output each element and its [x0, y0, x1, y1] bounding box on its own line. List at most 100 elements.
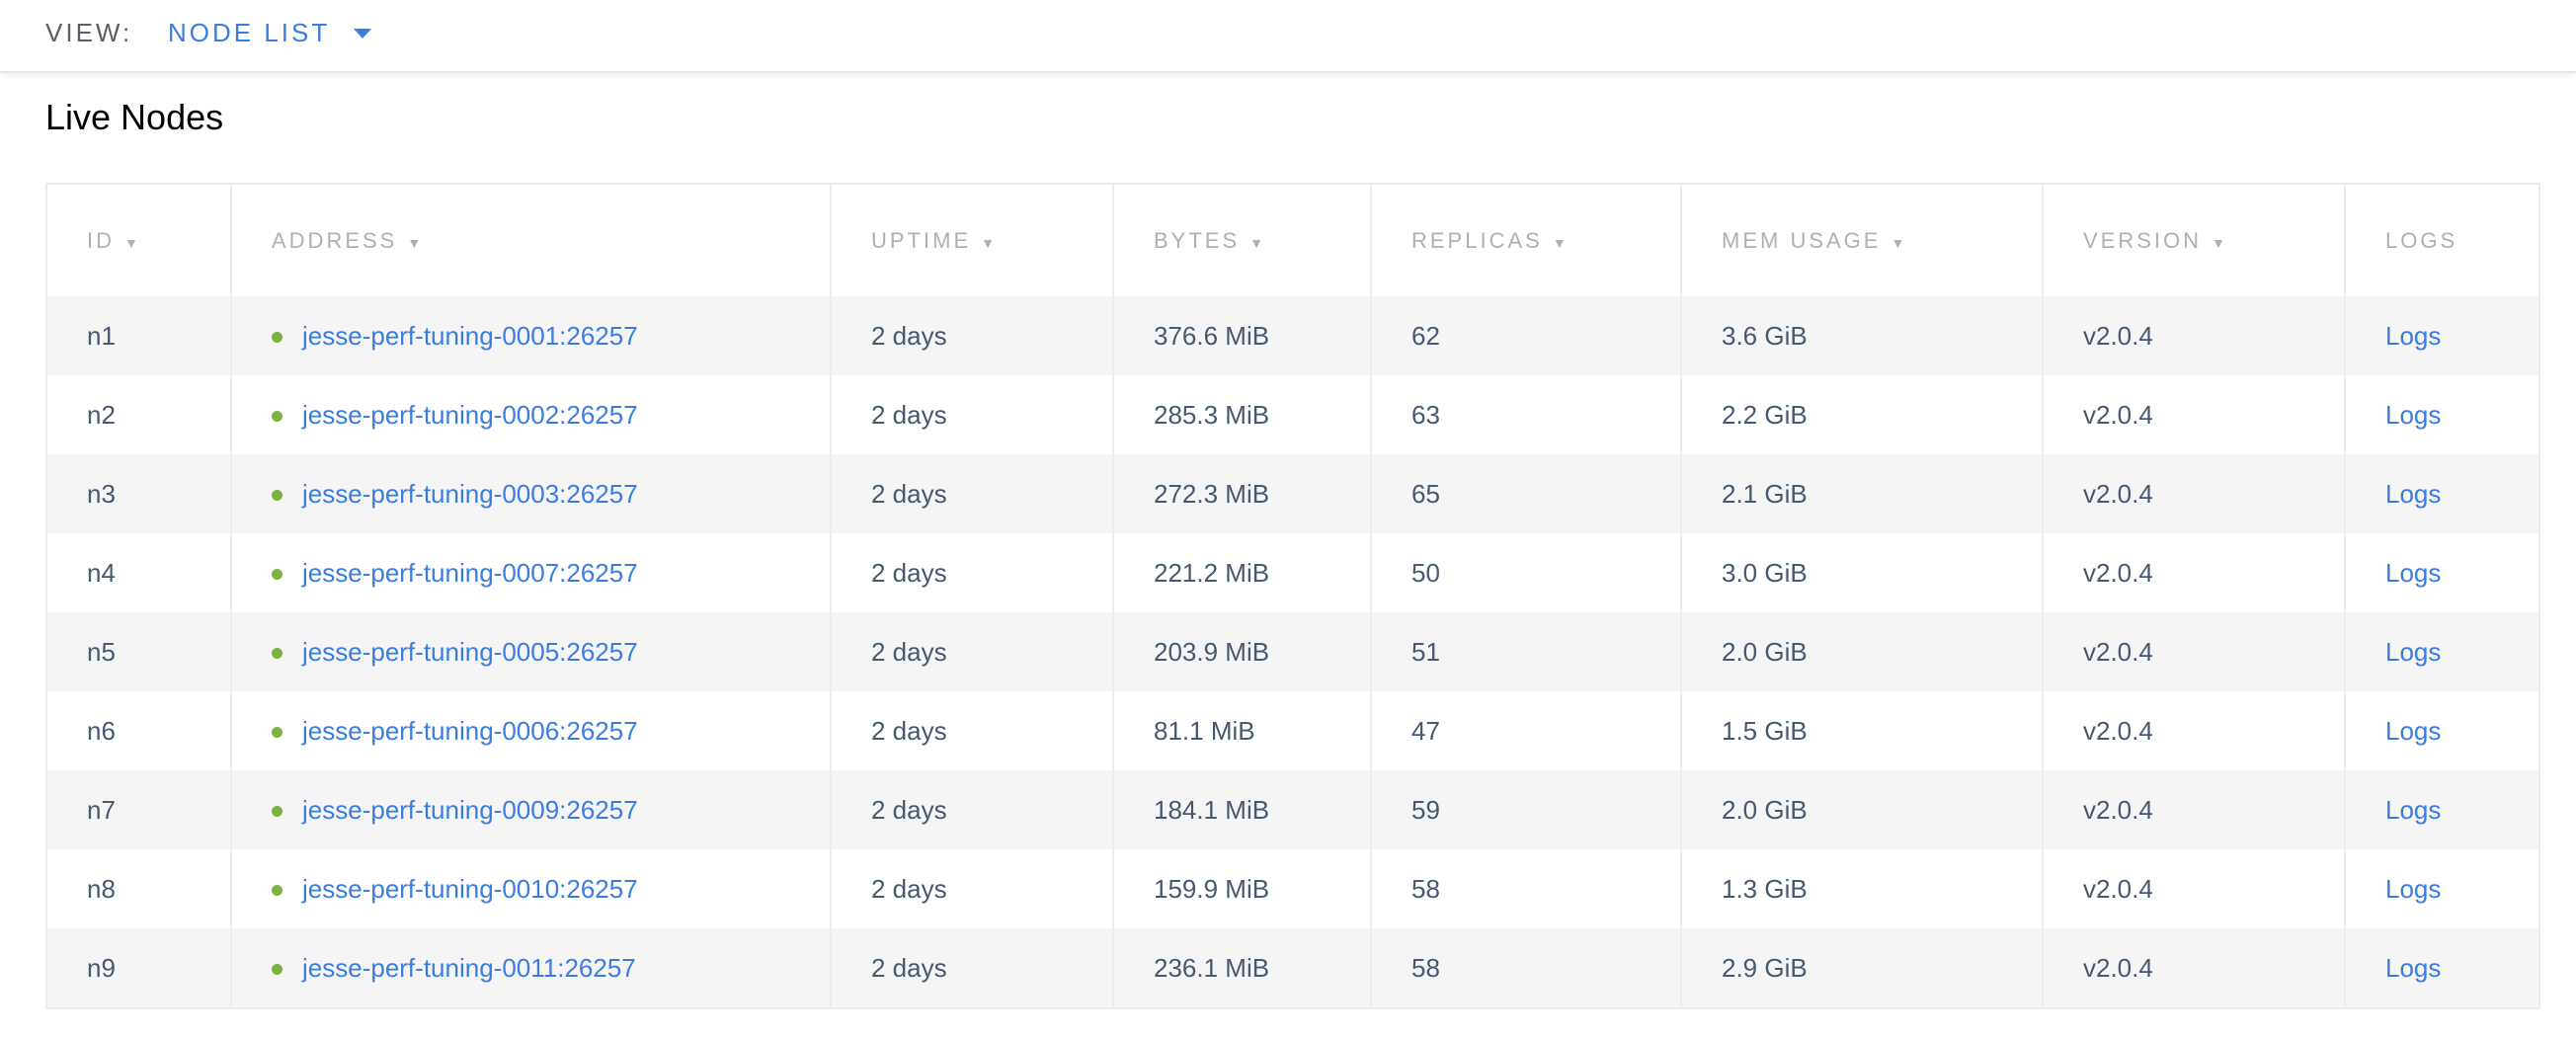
node-address-link[interactable]: jesse-perf-tuning-0006:26257: [302, 715, 638, 746]
table-row: n6 jesse-perf-tuning-0006:26257 2 days 81.1…: [45, 691, 2540, 770]
table-row: n1 jesse-perf-tuning-0001:26257 2 days 376.…: [45, 296, 2540, 375]
cell-version: v2.0.4: [2042, 849, 2346, 928]
cell-version: v2.0.4: [2042, 928, 2346, 1008]
logs-link[interactable]: Logs: [2385, 636, 2442, 667]
logs-link[interactable]: Logs: [2385, 794, 2442, 825]
column-header-label: ADDRESS: [272, 227, 398, 253]
cell-bytes: 221.2 MiB: [1112, 533, 1372, 612]
cell-replicas: 63: [1370, 375, 1682, 454]
sort-icon[interactable]: ▼: [407, 234, 425, 251]
column-header-uptime[interactable]: UPTIME ▼: [830, 184, 1114, 296]
column-header-bytes[interactable]: BYTES ▼: [1112, 184, 1372, 296]
cell-uptime: 2 days: [830, 928, 1114, 1008]
cell-version: v2.0.4: [2042, 454, 2346, 533]
column-header-version[interactable]: VERSION ▼: [2042, 184, 2346, 296]
node-address-link[interactable]: jesse-perf-tuning-0003:26257: [302, 478, 638, 509]
column-header-label: BYTES: [1154, 227, 1241, 253]
table-row: n7 jesse-perf-tuning-0009:26257 2 days 184.…: [45, 770, 2540, 849]
column-header-label: VERSION: [2083, 227, 2203, 253]
cell-bytes: 285.3 MiB: [1112, 375, 1372, 454]
column-header-label: UPTIME: [871, 227, 972, 253]
cell-version: v2.0.4: [2042, 612, 2346, 691]
sort-icon[interactable]: ▼: [1891, 234, 1908, 251]
cell-uptime: 2 days: [830, 533, 1114, 612]
cell-mem: 3.6 GiB: [1680, 296, 2044, 375]
status-live-icon: [272, 648, 282, 660]
sort-icon[interactable]: ▼: [2212, 234, 2228, 251]
cell-logs: Logs: [2344, 770, 2540, 849]
page-title: Live Nodes: [45, 97, 224, 137]
view-label: VIEW:: [45, 18, 133, 47]
cell-address: jesse-perf-tuning-0009:26257: [230, 770, 832, 849]
sort-icon[interactable]: ▼: [1249, 234, 1266, 251]
cell-mem: 2.0 GiB: [1680, 770, 2044, 849]
cell-version: v2.0.4: [2042, 533, 2346, 612]
cell-id: n6: [45, 691, 232, 770]
cell-address: jesse-perf-tuning-0002:26257: [230, 375, 832, 454]
cell-address: jesse-perf-tuning-0010:26257: [230, 849, 832, 928]
column-header-address[interactable]: ADDRESS ▼: [230, 184, 832, 296]
cell-mem: 2.9 GiB: [1680, 928, 2044, 1008]
sort-icon[interactable]: ▼: [981, 234, 998, 251]
logs-link[interactable]: Logs: [2385, 952, 2442, 983]
caret-down-icon: [354, 28, 372, 39]
cell-uptime: 2 days: [830, 375, 1114, 454]
cell-replicas: 62: [1370, 296, 1682, 375]
cell-uptime: 2 days: [830, 454, 1114, 533]
cell-id: n5: [45, 612, 232, 691]
cell-uptime: 2 days: [830, 691, 1114, 770]
cell-uptime: 2 days: [830, 770, 1114, 849]
cell-mem: 3.0 GiB: [1680, 533, 2044, 612]
view-dropdown[interactable]: NODE LIST: [168, 18, 372, 48]
cell-address: jesse-perf-tuning-0001:26257: [230, 296, 832, 375]
cell-bytes: 236.1 MiB: [1112, 928, 1372, 1008]
node-address-link[interactable]: jesse-perf-tuning-0007:26257: [302, 557, 638, 588]
column-header-label: MEM USAGE: [1722, 227, 1882, 253]
status-live-icon: [272, 411, 282, 423]
status-live-icon: [272, 490, 282, 502]
sort-icon[interactable]: ▼: [124, 234, 141, 251]
status-live-icon: [272, 964, 282, 976]
cell-uptime: 2 days: [830, 296, 1114, 375]
node-address-link[interactable]: jesse-perf-tuning-0005:26257: [302, 636, 638, 667]
column-header-id[interactable]: ID ▼: [45, 184, 232, 296]
cell-logs: Logs: [2344, 296, 2540, 375]
cell-bytes: 272.3 MiB: [1112, 454, 1372, 533]
cell-replicas: 51: [1370, 612, 1682, 691]
cell-logs: Logs: [2344, 612, 2540, 691]
nodes-table: ID ▼ ADDRESS ▼ UPTIME ▼ BYTES ▼ REPLICAS ▼ MEM USA…: [45, 183, 2540, 1009]
column-header-mem-usage[interactable]: MEM USAGE ▼: [1680, 184, 2044, 296]
logs-link[interactable]: Logs: [2385, 399, 2442, 430]
column-header-label: REPLICAS: [1411, 227, 1543, 253]
sort-icon[interactable]: ▼: [1552, 234, 1570, 251]
cell-bytes: 203.9 MiB: [1112, 612, 1372, 691]
table-row: n5 jesse-perf-tuning-0005:26257 2 days 203.…: [45, 612, 2540, 691]
node-address-link[interactable]: jesse-perf-tuning-0002:26257: [302, 399, 638, 430]
cell-id: n7: [45, 770, 232, 849]
status-live-icon: [272, 332, 282, 344]
table-row: n8 jesse-perf-tuning-0010:26257 2 days 159.…: [45, 849, 2540, 928]
logs-link[interactable]: Logs: [2385, 320, 2442, 351]
cell-id: n2: [45, 375, 232, 454]
node-address-link[interactable]: jesse-perf-tuning-0009:26257: [302, 794, 638, 825]
column-header-replicas[interactable]: REPLICAS ▼: [1370, 184, 1682, 296]
cell-mem: 2.1 GiB: [1680, 454, 2044, 533]
table-row: n3 jesse-perf-tuning-0003:26257 2 days 272.…: [45, 454, 2540, 533]
logs-link[interactable]: Logs: [2385, 478, 2442, 509]
cell-version: v2.0.4: [2042, 296, 2346, 375]
cell-address: jesse-perf-tuning-0003:26257: [230, 454, 832, 533]
view-dropdown-value: NODE LIST: [168, 18, 331, 47]
cell-address: jesse-perf-tuning-0007:26257: [230, 533, 832, 612]
cell-logs: Logs: [2344, 533, 2540, 612]
logs-link[interactable]: Logs: [2385, 715, 2442, 746]
cell-replicas: 65: [1370, 454, 1682, 533]
cell-bytes: 376.6 MiB: [1112, 296, 1372, 375]
node-address-link[interactable]: jesse-perf-tuning-0011:26257: [302, 952, 636, 983]
node-address-link[interactable]: jesse-perf-tuning-0010:26257: [302, 873, 638, 904]
logs-link[interactable]: Logs: [2385, 557, 2442, 588]
status-live-icon: [272, 569, 282, 581]
node-address-link[interactable]: jesse-perf-tuning-0001:26257: [302, 320, 638, 351]
cell-replicas: 59: [1370, 770, 1682, 849]
cell-logs: Logs: [2344, 928, 2540, 1008]
logs-link[interactable]: Logs: [2385, 873, 2442, 904]
